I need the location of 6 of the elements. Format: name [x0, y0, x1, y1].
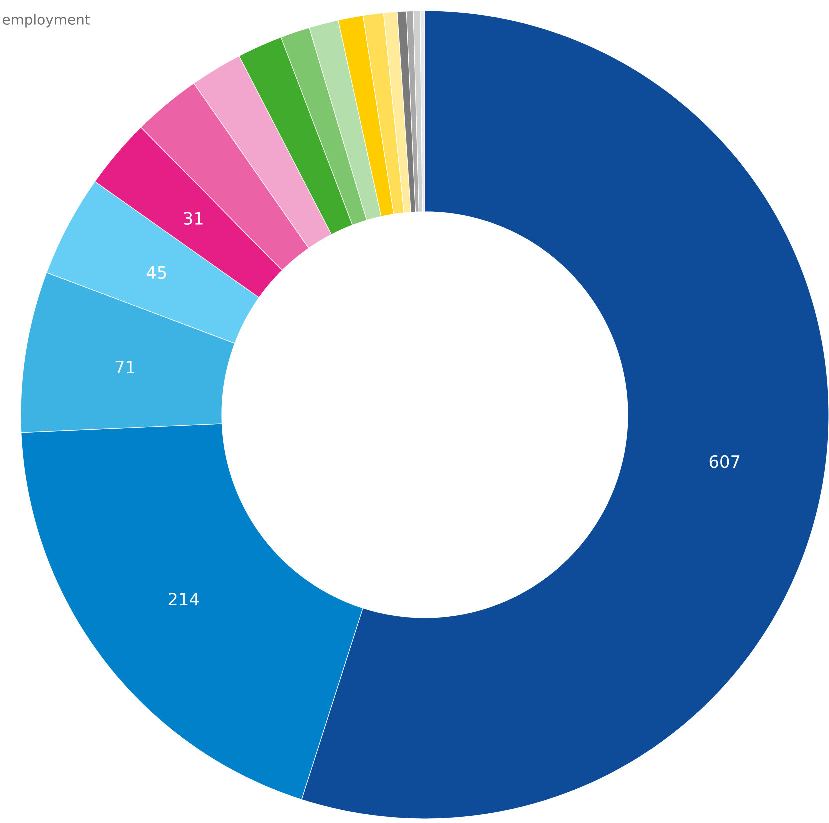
data-label: 45 — [146, 266, 166, 280]
data-label: 607 — [710, 455, 740, 468]
data-label: 214 — [168, 592, 200, 606]
data-label: 31 — [184, 212, 203, 226]
data-label: 71 — [116, 361, 134, 374]
text: employment — [2, 14, 90, 28]
